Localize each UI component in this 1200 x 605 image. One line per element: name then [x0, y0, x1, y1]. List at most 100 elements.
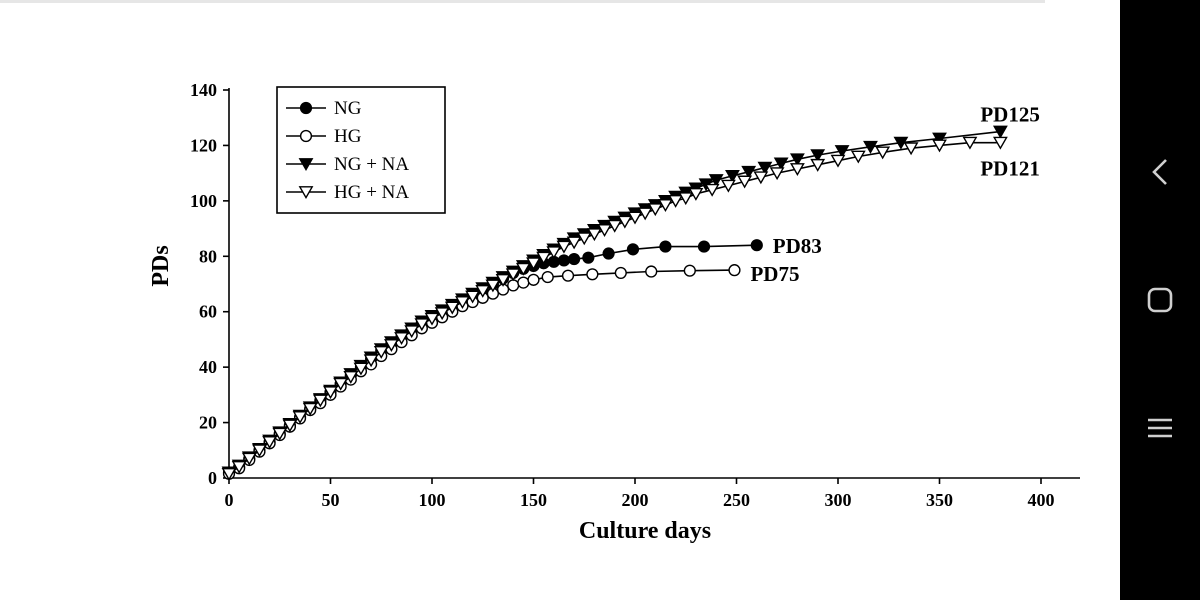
- data-point-ng-na: [741, 165, 757, 179]
- data-point-hg-na: [455, 296, 470, 310]
- back-button[interactable]: [1120, 142, 1200, 202]
- data-point-hg-na: [262, 436, 278, 449]
- data-point-hg-na: [404, 325, 420, 339]
- legend-marker: [299, 101, 313, 115]
- data-point-hg-na: [678, 192, 694, 206]
- data-point-hg-na: [810, 158, 826, 172]
- data-point-hg-na: [475, 285, 491, 298]
- data-point-hg-na: [373, 346, 389, 359]
- legend-label: HG + NA: [334, 182, 409, 203]
- data-point-ng-na: [773, 157, 789, 171]
- navigation-bar: [1120, 0, 1200, 600]
- data-point-hg-na: [586, 228, 602, 242]
- data-point-hg-na: [485, 279, 501, 293]
- data-point-hg-na: [221, 467, 237, 481]
- y-tick-label: 120: [190, 135, 217, 155]
- data-point-hg-na: [282, 419, 298, 433]
- legend-label: HG: [334, 126, 362, 147]
- legend: NG HG NG + NA HG + NA: [276, 86, 446, 214]
- series-hg-na: [221, 136, 1008, 481]
- data-point-hg-na: [536, 251, 552, 265]
- data-point-ng-na: [863, 140, 878, 154]
- data-point-ng: [557, 254, 571, 267]
- legend-label: NG: [334, 98, 362, 119]
- data-point-hg-na: [597, 224, 612, 237]
- home-button[interactable]: [1120, 270, 1200, 330]
- data-point-hg: [507, 279, 520, 292]
- x-tick-label: 150: [520, 490, 547, 510]
- x-tick-label: 100: [419, 490, 446, 510]
- data-point-ng: [697, 240, 711, 253]
- series-ng: [222, 239, 763, 479]
- y-tick-label: 60: [199, 302, 217, 322]
- legend-label: NG + NA: [334, 154, 409, 175]
- data-point-hg-na: [903, 142, 919, 156]
- hamburger-menu-icon: [1148, 418, 1172, 438]
- data-point-ng-na: [725, 170, 740, 183]
- data-point-hg-na: [607, 219, 623, 233]
- data-point-hg-na: [769, 167, 785, 181]
- data-point-hg-na: [962, 136, 978, 150]
- data-point-hg-na: [272, 427, 288, 441]
- y-tick-label: 20: [199, 413, 217, 433]
- x-tick-label: 350: [926, 490, 953, 510]
- data-point-hg: [541, 270, 554, 284]
- x-tick-label: 400: [1028, 490, 1055, 510]
- axes: 0 50 100 150 200 250 300 350 400 0 20 40 60 80 100 120 1…: [190, 80, 1080, 510]
- data-point-ng: [750, 239, 763, 252]
- y-tick-label: 100: [190, 191, 217, 211]
- x-axis-label: Culture days: [579, 518, 711, 544]
- menu-button[interactable]: [1120, 398, 1200, 458]
- data-point-ng: [626, 243, 640, 256]
- y-tick-label: 140: [190, 80, 217, 100]
- x-tick-label: 0: [225, 490, 234, 510]
- data-point-hg-na: [505, 268, 521, 282]
- annotation-label: PD75: [750, 262, 799, 286]
- annotation-label: PD83: [773, 234, 822, 258]
- data-point-hg-na: [383, 339, 399, 352]
- x-tick-label: 300: [825, 490, 852, 510]
- y-tick-label: 40: [199, 357, 217, 377]
- y-axis-label: PDs: [148, 245, 174, 286]
- data-point-hg-na: [576, 232, 592, 246]
- data-point-hg-na: [753, 171, 769, 185]
- data-point-hg-na: [737, 175, 753, 189]
- data-point-hg-na: [932, 139, 947, 153]
- data-point-hg-na: [830, 154, 846, 168]
- y-tick-label: 80: [199, 246, 217, 266]
- data-point-ng: [582, 251, 595, 264]
- data-point-hg-na: [241, 452, 257, 466]
- data-point-hg-na: [465, 290, 481, 304]
- data-point-hg-na: [627, 211, 643, 225]
- data-point-hg-na: [515, 262, 531, 276]
- data-point-ng-na: [708, 174, 724, 188]
- data-point-ng-na: [789, 153, 805, 167]
- data-point-hg-na: [444, 301, 460, 315]
- data-point-hg-na: [556, 240, 572, 254]
- data-point-hg: [517, 276, 530, 289]
- data-point-hg: [527, 273, 540, 286]
- data-point-hg: [561, 269, 575, 282]
- data-point-hg-na: [231, 461, 247, 474]
- data-point-hg-na: [789, 163, 805, 176]
- data-point-hg-na: [850, 150, 866, 164]
- data-point-hg-na: [333, 377, 349, 391]
- data-point-hg-na: [566, 236, 582, 250]
- data-point-ng-na: [757, 161, 773, 175]
- y-tick-label: 0: [208, 468, 217, 488]
- top-strip: [0, 0, 1045, 3]
- chart-area: 0 50 100 150 200 250 300 350 400 0 20 40 60 80 100 120 1…: [0, 0, 1080, 544]
- data-point-hg-na: [617, 215, 633, 229]
- legend-marker: [299, 129, 313, 143]
- data-point-hg: [683, 264, 696, 277]
- data-point-ng-na: [932, 132, 947, 146]
- data-point-hg-na: [292, 411, 308, 425]
- data-point-hg: [614, 266, 627, 280]
- x-tick-label: 250: [723, 490, 750, 510]
- x-tick-label: 50: [322, 490, 340, 510]
- data-point-hg-na: [252, 444, 267, 458]
- data-point-hg-na: [414, 318, 430, 332]
- data-point-hg-na: [647, 203, 663, 217]
- circle-home-icon: [1147, 287, 1173, 313]
- data-point-ng-na: [992, 125, 1008, 139]
